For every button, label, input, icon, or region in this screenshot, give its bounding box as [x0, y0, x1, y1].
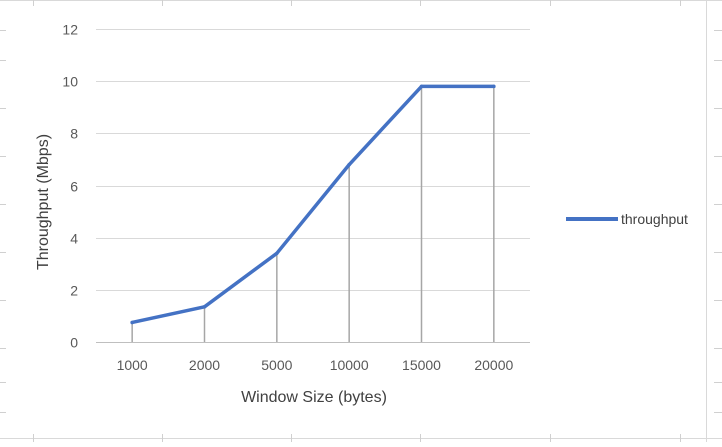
x-tick-label: 10000 [330, 357, 369, 373]
x-tick-label: 20000 [474, 357, 513, 373]
x-tick-labels: 1000 2000 5000 10000 15000 20000 [117, 357, 514, 373]
series-line-throughput [130, 84, 496, 325]
data-point [130, 320, 134, 325]
y-gridlines [96, 29, 530, 343]
data-point [419, 84, 424, 89]
data-point [202, 305, 207, 309]
x-axis-label: Window Size (bytes) [241, 389, 387, 406]
legend: throughput [566, 211, 688, 227]
x-tick-label: 15000 [402, 357, 441, 373]
x-tick-label: 2000 [189, 357, 220, 373]
y-tick-label: 2 [70, 283, 78, 299]
drop-lines [131, 86, 495, 342]
y-tick-labels: 0 2 4 6 8 10 12 [62, 22, 78, 351]
x-tick-label: 1000 [117, 357, 148, 373]
y-tick-label: 0 [70, 335, 78, 351]
y-tick-label: 8 [70, 126, 78, 142]
x-tick-label: 5000 [261, 357, 292, 373]
y-tick-label: 12 [62, 22, 78, 38]
data-point [492, 84, 496, 89]
y-tick-label: 10 [62, 74, 78, 90]
series-group [130, 84, 496, 325]
data-point [275, 251, 279, 256]
data-point [347, 162, 351, 167]
y-tick-label: 4 [70, 231, 78, 247]
y-tick-label: 6 [70, 179, 78, 195]
y-axis-label: Throughput (Mbps) [35, 134, 52, 270]
legend-label: throughput [621, 211, 688, 227]
